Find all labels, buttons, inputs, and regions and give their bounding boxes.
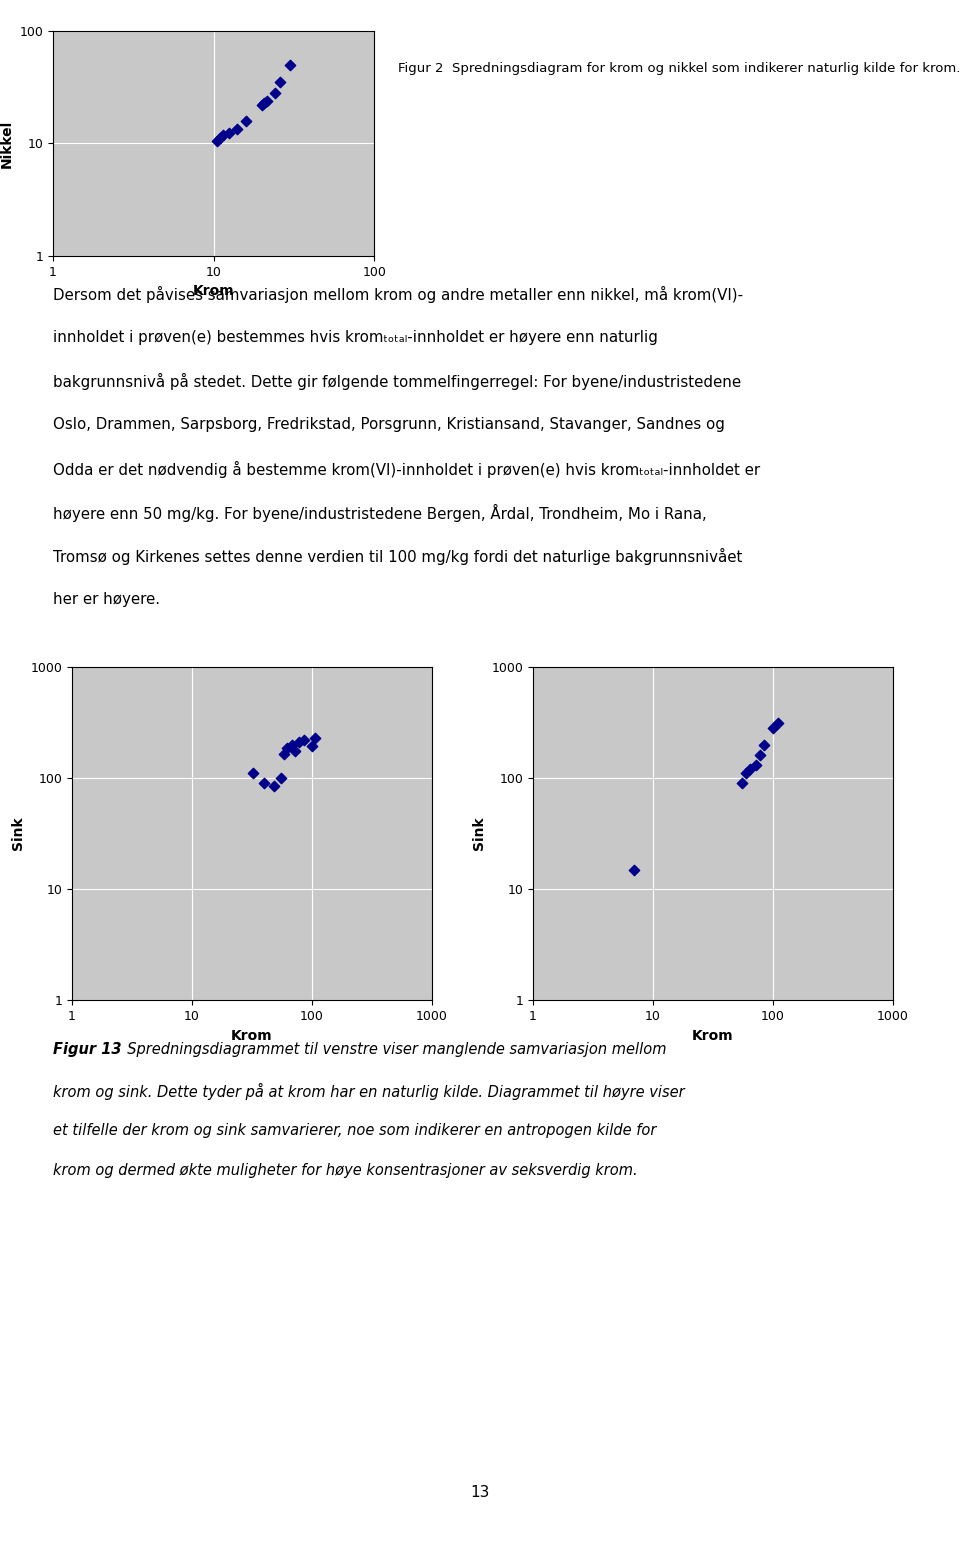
Text: Odda er det nødvendig å bestemme krom(VI)-innholdet i prøven(e) hvis kromₜₒₜₐₗ-i: Odda er det nødvendig å bestemme krom(VI… [53, 461, 760, 478]
Point [216, 123, 231, 147]
Point [296, 727, 311, 752]
Text: et tilfelle der krom og sink samvarierer, noe som indikerer en antropogen kilde : et tilfelle der krom og sink samvarierer… [53, 1123, 657, 1138]
Point [756, 732, 772, 757]
Text: bakgrunnsnivå på stedet. Dette gir følgende tommelfingerregel: For byene/industr: bakgrunnsnivå på stedet. Dette gir følge… [53, 374, 741, 391]
Point [765, 717, 780, 741]
Point [256, 771, 272, 796]
Point [259, 88, 275, 113]
Text: Spredningsdiagrammet til venstre viser manglende samvariasjon mellom: Spredningsdiagrammet til venstre viser m… [118, 1042, 666, 1058]
Point [282, 53, 298, 78]
Point [254, 93, 270, 118]
X-axis label: Krom: Krom [692, 1028, 733, 1042]
Point [274, 766, 289, 791]
X-axis label: Krom: Krom [193, 284, 234, 298]
Point [627, 858, 642, 883]
Point [770, 710, 785, 735]
Point [734, 771, 750, 796]
Point [279, 737, 295, 762]
Point [229, 116, 245, 141]
Text: innholdet i prøven(e) bestemmes hvis kromₜₒₜₐₗ-innholdet er høyere enn naturlig: innholdet i prøven(e) bestemmes hvis kro… [53, 330, 658, 344]
Point [292, 731, 307, 755]
Point [212, 126, 228, 150]
Point [273, 70, 288, 95]
Point [267, 81, 282, 105]
Point [245, 762, 260, 786]
X-axis label: Krom: Krom [231, 1028, 273, 1042]
Text: Figur 13: Figur 13 [53, 1042, 121, 1058]
Text: Figur 2  Spredningsdiagram for krom og nikkel som indikerer naturlig kilde for k: Figur 2 Spredningsdiagram for krom og ni… [398, 62, 960, 74]
Point [304, 734, 320, 758]
Text: høyere enn 50 mg/kg. For byene/industristedene Bergen, Årdal, Trondheim, Mo i Ra: høyere enn 50 mg/kg. For byene/industris… [53, 504, 707, 523]
Point [748, 754, 763, 779]
Point [743, 757, 758, 782]
Text: Tromsø og Kirkenes settes denne verdien til 100 mg/kg fordi det naturlige bakgru: Tromsø og Kirkenes settes denne verdien … [53, 548, 742, 565]
Point [209, 129, 225, 154]
Text: krom og sink. Dette tyder på at krom har en naturlig kilde. Diagrammet til høyre: krom og sink. Dette tyder på at krom har… [53, 1083, 684, 1100]
Point [287, 738, 302, 763]
Point [239, 109, 254, 133]
Point [753, 743, 768, 768]
Point [284, 732, 300, 757]
Y-axis label: Sink: Sink [11, 817, 25, 850]
Y-axis label: Sink: Sink [471, 817, 486, 850]
Text: Oslo, Drammen, Sarpsborg, Fredrikstad, Porsgrunn, Kristiansand, Stavanger, Sandn: Oslo, Drammen, Sarpsborg, Fredrikstad, P… [53, 417, 725, 433]
Text: her er høyere.: her er høyere. [53, 591, 159, 606]
Point [307, 726, 323, 751]
Point [266, 774, 281, 799]
Point [276, 741, 291, 766]
Point [738, 762, 754, 786]
Text: krom og dermed økte muligheter for høye konsentrasjoner av seksverdig krom.: krom og dermed økte muligheter for høye … [53, 1163, 637, 1179]
Point [256, 90, 272, 115]
Text: Dersom det påvises samvariasjon mellom krom og andre metaller enn nikkel, må kro: Dersom det påvises samvariasjon mellom k… [53, 287, 743, 302]
Y-axis label: Nikkel: Nikkel [0, 119, 13, 168]
Point [222, 119, 237, 144]
Text: 13: 13 [470, 1484, 490, 1500]
